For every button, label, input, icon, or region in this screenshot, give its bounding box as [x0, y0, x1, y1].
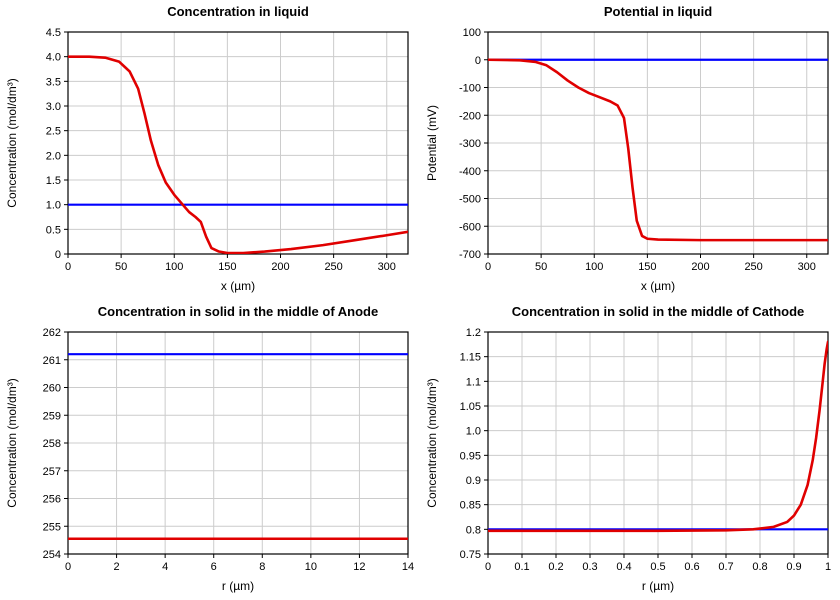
- ytick-label: 1.05: [460, 401, 481, 413]
- panel-pot-liquid: 0 50 100 150 200 250 300 -700 -600 -500 -400 -300 -2…: [420, 0, 840, 300]
- xtick-label: 0.3: [582, 561, 597, 573]
- ytick-label: 0.9: [466, 475, 481, 487]
- xtick-label: 50: [535, 261, 547, 273]
- y-axis-label: Potential (mV): [425, 105, 439, 181]
- xtick-label: 100: [585, 261, 603, 273]
- ytick-label: 1.0: [46, 200, 61, 212]
- xtick-label: 12: [353, 561, 365, 573]
- y-axis-label: Concentration (mol/dm³): [425, 378, 439, 507]
- panel-conc-anode: 0 2 4 6 8 10 12 14 254 255 256 257 258 259 260 261 262 Co…: [0, 300, 420, 600]
- xtick-label: 0: [65, 561, 71, 573]
- xtick-label: 0: [65, 261, 71, 273]
- y-axis-label: Concentration (mol/dm³): [5, 78, 19, 207]
- xtick-label: 250: [744, 261, 762, 273]
- chart-pot-liquid: 0 50 100 150 200 250 300 -700 -600 -500 -400 -300 -2…: [420, 0, 840, 300]
- xtick-label: 0: [485, 561, 491, 573]
- xtick-label: 50: [115, 261, 127, 273]
- ytick-label: 254: [43, 549, 61, 561]
- xtick-label: 0.9: [786, 561, 801, 573]
- ytick-label: 261: [43, 355, 61, 367]
- panel-conc-cathode: 0 0.1 0.2 0.3 0.4 0.5 0.6 0.7 0.8 0.9 1 0.75 0.8 0.85…: [420, 300, 840, 600]
- xtick-label: 100: [165, 261, 183, 273]
- ytick-label: 2.0: [46, 150, 61, 162]
- ytick-label: -500: [459, 194, 481, 206]
- chart-title: Concentration in solid in the middle of …: [512, 304, 805, 319]
- xtick-label: 0.5: [650, 561, 665, 573]
- chart-conc-liquid: 0 50 100 150 200 250 300 0 0.5 1.0 1.5 2.0 2.5 3.0 3.5…: [0, 0, 420, 300]
- xtick-label: 6: [211, 561, 217, 573]
- xtick-label: 0.2: [548, 561, 563, 573]
- xtick-label: 0.6: [684, 561, 699, 573]
- ytick-label: 260: [43, 383, 61, 395]
- ytick-label: 255: [43, 521, 61, 533]
- ytick-label: 1.2: [466, 327, 481, 339]
- y-axis-label: Concentration (mol/dm³): [5, 378, 19, 507]
- xtick-label: 10: [305, 561, 317, 573]
- ytick-label: 0.5: [46, 224, 61, 236]
- chart-conc-cathode: 0 0.1 0.2 0.3 0.4 0.5 0.6 0.7 0.8 0.9 1 0.75 0.8 0.85…: [420, 300, 840, 600]
- ytick-label: 258: [43, 438, 61, 450]
- ytick-label: 1.5: [46, 175, 61, 187]
- ytick-label: -700: [459, 249, 481, 261]
- ytick-label: -100: [459, 83, 481, 95]
- ytick-label: 4.5: [46, 27, 61, 39]
- ytick-label: 1.0: [466, 426, 481, 438]
- ytick-label: 100: [463, 27, 481, 39]
- xtick-label: 4: [162, 561, 168, 573]
- chart-title: Potential in liquid: [604, 4, 712, 19]
- xtick-label: 0: [485, 261, 491, 273]
- xtick-label: 200: [271, 261, 289, 273]
- xtick-label: 200: [691, 261, 709, 273]
- chart-title: Concentration in liquid: [167, 4, 309, 19]
- ytick-label: 0.75: [460, 549, 481, 561]
- ytick-label: 3.0: [46, 101, 61, 113]
- x-axis-label: x (µm): [221, 279, 255, 293]
- xtick-label: 1: [825, 561, 831, 573]
- ytick-label: 3.5: [46, 76, 61, 88]
- ytick-label: 2.5: [46, 126, 61, 138]
- xtick-label: 250: [324, 261, 342, 273]
- xtick-label: 0.7: [718, 561, 733, 573]
- x-axis-label: x (µm): [641, 279, 675, 293]
- ytick-label: 257: [43, 466, 61, 478]
- ytick-label: 0: [475, 55, 481, 67]
- chart-grid: 05010015020025030000.51.01.52.02.53.03.5…: [0, 0, 840, 600]
- x-axis-label: r (µm): [642, 579, 674, 593]
- ytick-label: 0: [55, 249, 61, 261]
- x-axis-label: r (µm): [222, 579, 254, 593]
- xtick-label: 8: [259, 561, 265, 573]
- xtick-label: 14: [402, 561, 414, 573]
- xtick-label: 150: [218, 261, 236, 273]
- ytick-label: -200: [459, 110, 481, 122]
- xtick-label: 300: [378, 261, 396, 273]
- chart-conc-anode: 0 2 4 6 8 10 12 14 254 255 256 257 258 259 260 261 262 Co…: [0, 300, 420, 600]
- panel-conc-liquid: 0 50 100 150 200 250 300 0 0.5 1.0 1.5 2.0 2.5 3.0 3.5…: [0, 0, 420, 300]
- xtick-label: 300: [798, 261, 816, 273]
- xtick-label: 0.8: [752, 561, 767, 573]
- ytick-label: 1.15: [460, 352, 481, 364]
- xtick-label: 150: [638, 261, 656, 273]
- ytick-label: 1.1: [466, 376, 481, 388]
- xtick-label: 2: [114, 561, 120, 573]
- chart-title: Concentration in solid in the middle of …: [98, 304, 378, 319]
- ytick-label: 0.95: [460, 450, 481, 462]
- ytick-label: 0.85: [460, 500, 481, 512]
- ytick-label: 262: [43, 327, 61, 339]
- ytick-label: 256: [43, 494, 61, 506]
- ytick-label: 0.8: [466, 524, 481, 536]
- ytick-label: -300: [459, 138, 481, 150]
- ytick-label: 4.0: [46, 52, 61, 64]
- ytick-label: -400: [459, 166, 481, 178]
- xtick-label: 0.1: [514, 561, 529, 573]
- ytick-label: 259: [43, 410, 61, 422]
- ytick-label: -600: [459, 221, 481, 233]
- xtick-label: 0.4: [616, 561, 631, 573]
